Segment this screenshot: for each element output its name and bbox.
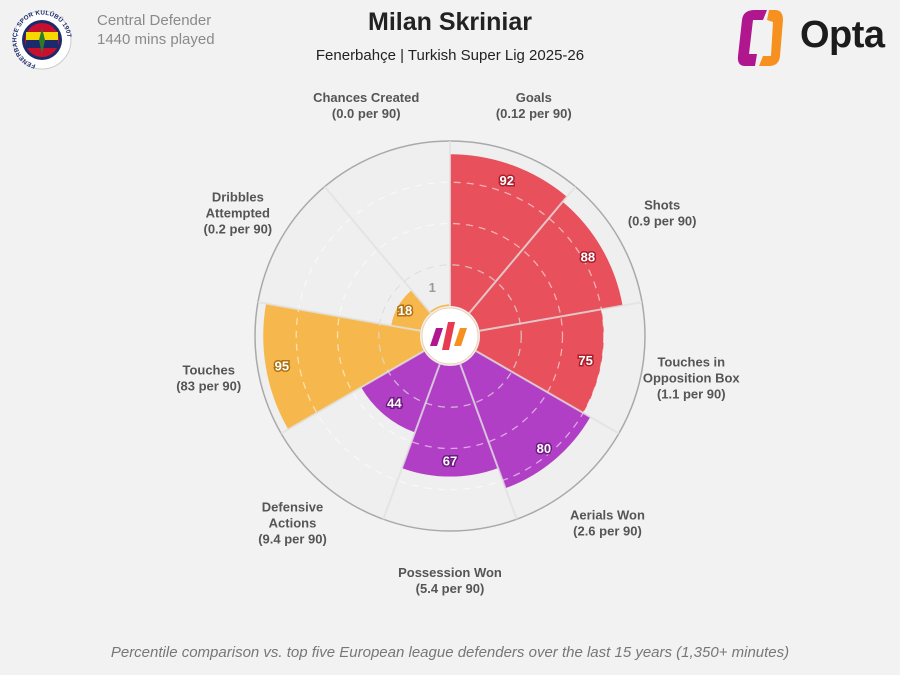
category-label-line: (0.2 per 90) [203,222,272,237]
minutes-played: 1440 mins played [97,31,215,48]
player-position: Central Defender [97,12,212,29]
category-label: Touches (83 per 90) [176,363,241,394]
bar-defensive [361,351,440,433]
category-label-line: (1.1 per 90) [657,387,726,402]
category-label: Shots (0.9 per 90) [628,198,697,229]
category-label-line: Touches [182,363,235,378]
club-crest-logo: FENERBAHÇE SPOR KULÜBÜ 1907 [12,10,72,70]
subtitle: Fenerbahçe | Turkish Super Lig 2025-26 [315,47,585,64]
spoke [280,350,425,435]
category-label-line: (0.9 per 90) [628,214,697,229]
category-label-line: (5.4 per 90) [416,581,485,596]
opta-wordmark: Opta [800,14,885,56]
category-label-line: Actions [269,516,317,531]
category-label: Touches in Opposition Box (1.1 per 90) [643,355,741,402]
opta-mark-icon [442,322,455,350]
bar-chances-created [429,304,450,314]
spoke [382,363,441,520]
value-label: 44 [387,395,402,410]
category-label-line: Defensive [262,500,323,515]
bar-touches [263,303,425,430]
value-label: 80 [537,441,551,456]
category-label-line: (2.6 per 90) [573,524,642,539]
value-label: 92 [499,173,513,188]
category-label: Goals (0.12 per 90) [496,90,572,121]
value-label: 67 [443,454,457,469]
opta-mark-icon [430,328,443,346]
value-label: 1 [429,280,436,295]
bar-touches-in [475,309,604,413]
category-label-line: (83 per 90) [176,379,241,394]
grid-circle [295,181,605,491]
category-label-line: Chances Created [313,90,419,105]
category-label-line: Shots [644,198,680,213]
spoke [323,185,432,314]
footnote: Percentile comparison vs. top five Europ… [110,644,790,661]
value-label: 95 [275,359,289,374]
category-label-line: Aerials Won [570,508,645,523]
category-label-line: Possession Won [398,565,502,580]
value-label: 88 [581,249,595,264]
grid-circle [336,222,564,450]
bar-dribbles [391,290,431,331]
bar-shots [469,201,623,331]
category-label-line: (9.4 per 90) [258,532,327,547]
spoke [257,301,421,332]
page-title: Milan Skriniar [368,8,532,36]
category-label-line: Attempted [206,206,270,221]
category-label: Aerials Won (2.6 per 90) [570,508,645,539]
value-label: 18 [398,303,412,318]
category-label-line: Touches in [657,355,725,370]
category-label-line: (0.12 per 90) [496,106,572,121]
spoke [459,363,518,520]
spoke [468,185,577,314]
category-label-line: Goals [516,90,552,105]
opta-logo [737,10,783,66]
spoke [479,301,643,332]
bar-goals [450,154,567,314]
category-label: Possession Won (5.4 per 90) [398,565,502,596]
category-label-line: Opposition Box [643,371,741,386]
category-label: Defensive Actions (9.4 per 90) [258,500,327,547]
category-label-line: Dribbles [212,190,264,205]
opta-mark-icon [454,328,467,346]
category-label: Dribbles Attempted (0.2 per 90) [203,190,272,237]
spoke [475,350,620,435]
category-label-line: (0.0 per 90) [332,106,401,121]
value-label: 75 [578,353,592,368]
grid-circle [378,264,522,408]
bar-possession-won [401,364,499,477]
category-label: Chances Created (0.0 per 90) [313,90,419,121]
